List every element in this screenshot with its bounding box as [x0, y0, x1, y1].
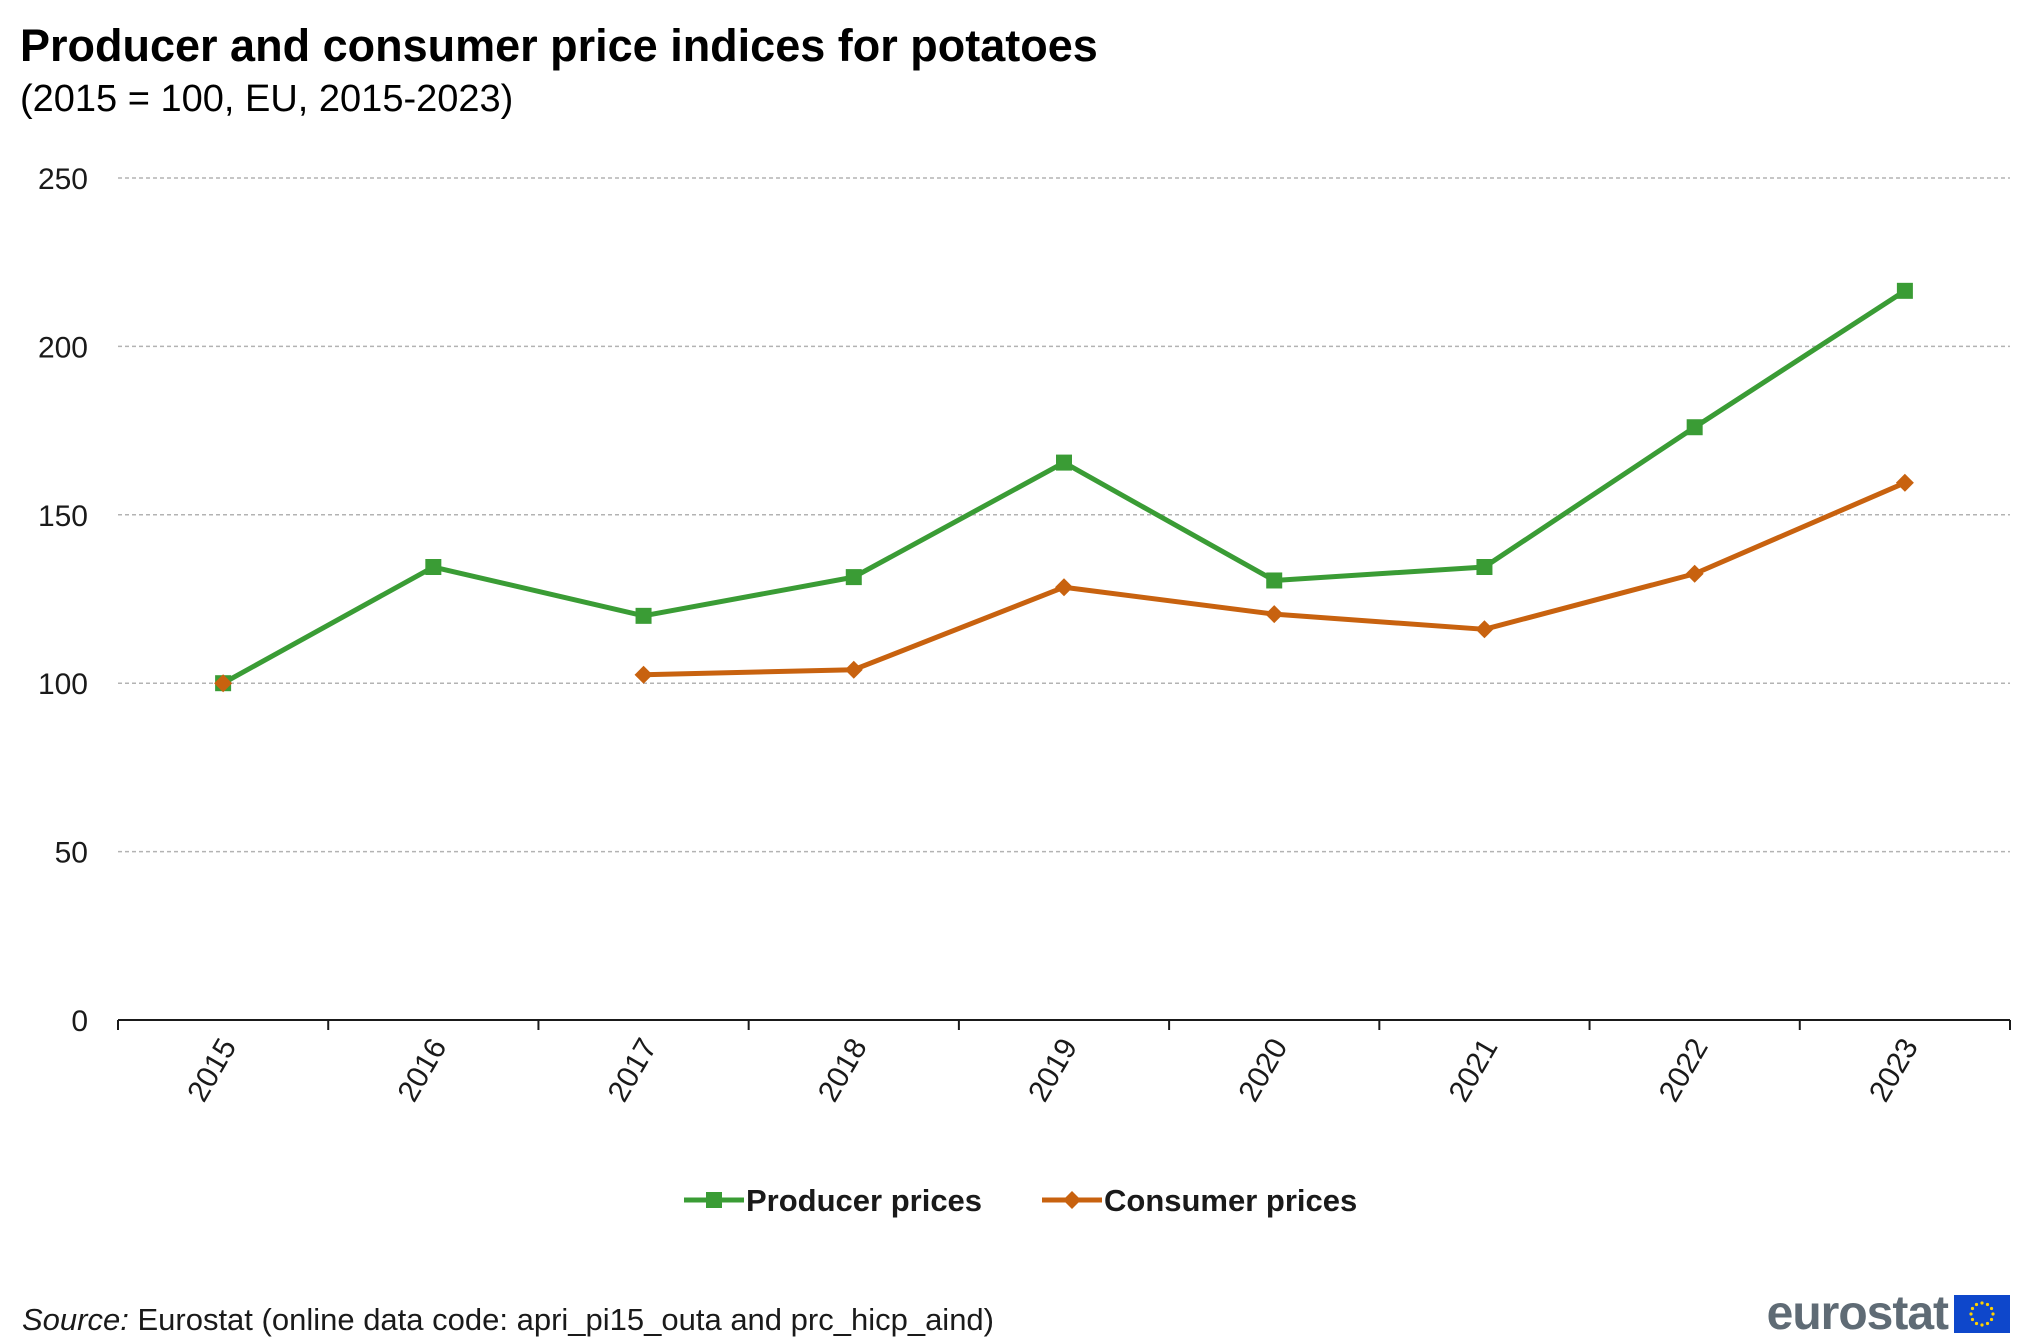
x-tick-label: 2023	[1863, 1033, 1925, 1107]
data-point	[845, 569, 862, 586]
flag-star	[1970, 1306, 1975, 1311]
flag-star	[1985, 1321, 1990, 1326]
flag-star	[1970, 1317, 1975, 1322]
source-note: Source: Eurostat (online data code: apri…	[22, 1302, 994, 1338]
legend-marker	[706, 1192, 722, 1208]
source-text: Eurostat (online data code: apri_pi15_ou…	[128, 1302, 994, 1337]
flag-star	[1974, 1302, 1979, 1307]
legend: Producer prices Consumer prices	[684, 1183, 1357, 1218]
legend-item: Producer prices	[684, 1183, 982, 1218]
source-label: Source:	[22, 1302, 129, 1337]
y-tick-label: 200	[38, 331, 88, 364]
flag-star	[1974, 1321, 1979, 1326]
x-tick-label: 2016	[391, 1033, 453, 1107]
x-tick-label: 2019	[1022, 1033, 1084, 1107]
data-point	[425, 559, 442, 576]
legend-item: Consumer prices	[1042, 1183, 1357, 1218]
x-tick-label: 2021	[1443, 1033, 1505, 1107]
series-1	[215, 282, 1913, 692]
chart-subtitle: (2015 = 100, EU, 2015-2023)	[20, 78, 514, 120]
series-line	[221, 288, 1907, 686]
data-point	[1895, 473, 1914, 492]
x-tick-label: 2015	[181, 1033, 243, 1107]
y-tick-label: 250	[38, 163, 88, 196]
eurostat-logo: eurostat	[1767, 1290, 2010, 1338]
x-tick-label: 2022	[1653, 1033, 1715, 1107]
data-point	[1475, 620, 1494, 639]
y-tick-label: 100	[38, 668, 88, 701]
data-point	[1896, 282, 1913, 299]
flag-star	[1991, 1312, 1995, 1316]
flag-star	[1969, 1312, 1973, 1316]
series-2	[214, 473, 1914, 693]
flag-star	[1980, 1301, 1984, 1305]
x-tick-label: 2017	[602, 1033, 664, 1107]
data-point	[844, 660, 863, 679]
data-point	[1685, 564, 1704, 583]
y-tick-label: 50	[55, 837, 88, 870]
line-chart: 0 50 100 150 200 250 2015 2016 2017 2018 2019 2020 2…	[38, 163, 2011, 1218]
legend-label: Consumer prices	[1104, 1183, 1357, 1218]
data-point	[214, 674, 233, 693]
series-layer	[214, 282, 1914, 693]
flag-star	[1989, 1306, 1994, 1311]
data-point	[635, 607, 652, 624]
axes: 0 50 100 150 200 250 2015 2016 2017 2018 2019 2020 2…	[38, 163, 2011, 1107]
flag-star	[1989, 1317, 1994, 1322]
x-tick-label: 2018	[812, 1033, 874, 1107]
logo-text: eurostat	[1766, 1287, 1949, 1340]
data-point	[1686, 419, 1703, 436]
data-point	[1476, 559, 1493, 576]
data-point	[1056, 454, 1072, 471]
eu-flag-icon	[1954, 1295, 2010, 1333]
data-point	[1055, 578, 1073, 597]
x-tick-label: 2020	[1232, 1033, 1294, 1107]
data-point	[1266, 572, 1283, 589]
y-tick-label: 0	[71, 1005, 88, 1038]
legend-label: Producer prices	[746, 1183, 982, 1218]
gridlines	[118, 177, 2010, 853]
y-tick-label: 150	[38, 500, 88, 533]
flag-background	[1954, 1295, 2010, 1333]
legend-marker	[1063, 1191, 1081, 1209]
flag-star	[1980, 1323, 1984, 1327]
data-point	[1265, 605, 1284, 624]
flag-star	[1985, 1302, 1990, 1307]
data-point	[634, 665, 653, 684]
chart-title: Producer and consumer price indices for …	[20, 20, 1098, 71]
